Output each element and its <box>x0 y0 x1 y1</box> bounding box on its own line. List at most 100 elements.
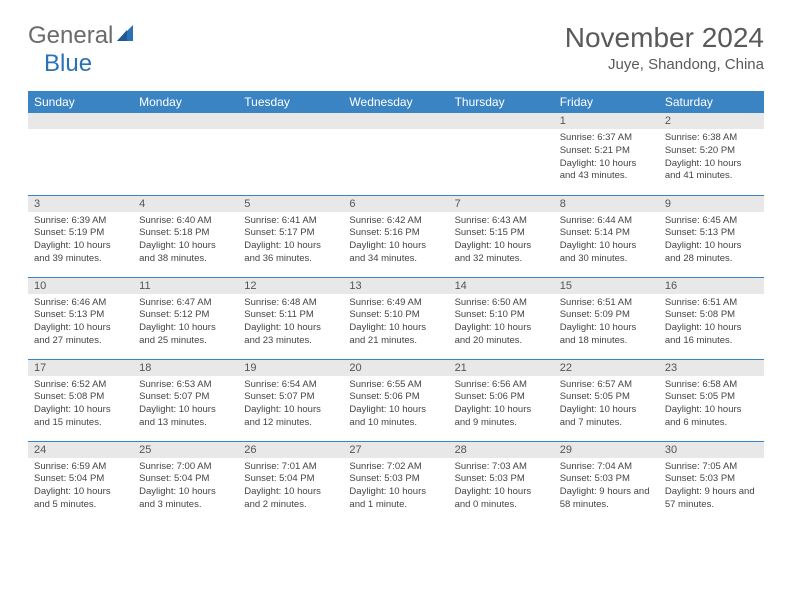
day-number: 4 <box>133 196 238 212</box>
day-number <box>449 113 554 129</box>
day-detail-text: Sunrise: 6:44 AM Sunset: 5:14 PM Dayligh… <box>554 212 659 270</box>
day-number: 18 <box>133 360 238 376</box>
day-detail-text: Sunrise: 6:59 AM Sunset: 5:04 PM Dayligh… <box>28 458 133 516</box>
location: Juye, Shandong, China <box>565 56 764 73</box>
day-number: 10 <box>28 278 133 294</box>
calendar-day-cell: 19Sunrise: 6:54 AM Sunset: 5:07 PM Dayli… <box>238 359 343 441</box>
day-detail-text: Sunrise: 6:40 AM Sunset: 5:18 PM Dayligh… <box>133 212 238 270</box>
day-detail-text: Sunrise: 7:05 AM Sunset: 5:03 PM Dayligh… <box>659 458 764 516</box>
day-number: 17 <box>28 360 133 376</box>
calendar-day-cell <box>343 113 448 195</box>
weekday-header: Sunday <box>28 91 133 113</box>
day-detail-text: Sunrise: 6:52 AM Sunset: 5:08 PM Dayligh… <box>28 376 133 434</box>
calendar-day-cell: 17Sunrise: 6:52 AM Sunset: 5:08 PM Dayli… <box>28 359 133 441</box>
day-number: 5 <box>238 196 343 212</box>
day-number: 22 <box>554 360 659 376</box>
calendar-day-cell: 21Sunrise: 6:56 AM Sunset: 5:06 PM Dayli… <box>449 359 554 441</box>
day-number: 16 <box>659 278 764 294</box>
calendar-day-cell: 16Sunrise: 6:51 AM Sunset: 5:08 PM Dayli… <box>659 277 764 359</box>
day-number: 19 <box>238 360 343 376</box>
title-block: November 2024 Juye, Shandong, China <box>565 22 764 73</box>
calendar-day-cell: 4Sunrise: 6:40 AM Sunset: 5:18 PM Daylig… <box>133 195 238 277</box>
day-detail-text: Sunrise: 7:01 AM Sunset: 5:04 PM Dayligh… <box>238 458 343 516</box>
logo: General <box>28 22 139 50</box>
calendar-week-row: 17Sunrise: 6:52 AM Sunset: 5:08 PM Dayli… <box>28 359 764 441</box>
calendar-day-cell: 28Sunrise: 7:03 AM Sunset: 5:03 PM Dayli… <box>449 441 554 523</box>
day-detail-text: Sunrise: 6:54 AM Sunset: 5:07 PM Dayligh… <box>238 376 343 434</box>
page-title: November 2024 <box>565 22 764 54</box>
day-number: 3 <box>28 196 133 212</box>
day-detail-text: Sunrise: 6:56 AM Sunset: 5:06 PM Dayligh… <box>449 376 554 434</box>
logo-text-gray: General <box>28 22 113 50</box>
day-detail-text: Sunrise: 6:48 AM Sunset: 5:11 PM Dayligh… <box>238 294 343 352</box>
calendar-week-row: 3Sunrise: 6:39 AM Sunset: 5:19 PM Daylig… <box>28 195 764 277</box>
day-number: 28 <box>449 442 554 458</box>
calendar-day-cell: 30Sunrise: 7:05 AM Sunset: 5:03 PM Dayli… <box>659 441 764 523</box>
day-number <box>238 113 343 129</box>
day-number: 30 <box>659 442 764 458</box>
weekday-header: Saturday <box>659 91 764 113</box>
day-number: 13 <box>343 278 448 294</box>
day-number: 14 <box>449 278 554 294</box>
day-detail-text: Sunrise: 6:58 AM Sunset: 5:05 PM Dayligh… <box>659 376 764 434</box>
calendar-day-cell: 22Sunrise: 6:57 AM Sunset: 5:05 PM Dayli… <box>554 359 659 441</box>
calendar-day-cell <box>28 113 133 195</box>
day-number: 7 <box>449 196 554 212</box>
day-detail-text: Sunrise: 6:42 AM Sunset: 5:16 PM Dayligh… <box>343 212 448 270</box>
calendar-day-cell: 12Sunrise: 6:48 AM Sunset: 5:11 PM Dayli… <box>238 277 343 359</box>
weekday-header: Friday <box>554 91 659 113</box>
day-number: 20 <box>343 360 448 376</box>
calendar-day-cell: 25Sunrise: 7:00 AM Sunset: 5:04 PM Dayli… <box>133 441 238 523</box>
day-number: 12 <box>238 278 343 294</box>
calendar-day-cell: 20Sunrise: 6:55 AM Sunset: 5:06 PM Dayli… <box>343 359 448 441</box>
calendar-day-cell: 26Sunrise: 7:01 AM Sunset: 5:04 PM Dayli… <box>238 441 343 523</box>
day-detail-text: Sunrise: 6:43 AM Sunset: 5:15 PM Dayligh… <box>449 212 554 270</box>
day-detail-text: Sunrise: 6:49 AM Sunset: 5:10 PM Dayligh… <box>343 294 448 352</box>
weekday-header: Tuesday <box>238 91 343 113</box>
calendar-day-cell: 24Sunrise: 6:59 AM Sunset: 5:04 PM Dayli… <box>28 441 133 523</box>
day-detail-text: Sunrise: 6:39 AM Sunset: 5:19 PM Dayligh… <box>28 212 133 270</box>
calendar-day-cell: 18Sunrise: 6:53 AM Sunset: 5:07 PM Dayli… <box>133 359 238 441</box>
calendar-day-cell: 11Sunrise: 6:47 AM Sunset: 5:12 PM Dayli… <box>133 277 238 359</box>
day-detail-text: Sunrise: 7:00 AM Sunset: 5:04 PM Dayligh… <box>133 458 238 516</box>
calendar-day-cell <box>238 113 343 195</box>
calendar-day-cell: 3Sunrise: 6:39 AM Sunset: 5:19 PM Daylig… <box>28 195 133 277</box>
day-detail-text: Sunrise: 6:51 AM Sunset: 5:08 PM Dayligh… <box>659 294 764 352</box>
day-detail-text: Sunrise: 6:55 AM Sunset: 5:06 PM Dayligh… <box>343 376 448 434</box>
day-detail-text: Sunrise: 7:04 AM Sunset: 5:03 PM Dayligh… <box>554 458 659 516</box>
day-number: 15 <box>554 278 659 294</box>
day-detail-text: Sunrise: 6:46 AM Sunset: 5:13 PM Dayligh… <box>28 294 133 352</box>
day-detail-text: Sunrise: 6:37 AM Sunset: 5:21 PM Dayligh… <box>554 129 659 187</box>
day-detail-text: Sunrise: 6:47 AM Sunset: 5:12 PM Dayligh… <box>133 294 238 352</box>
calendar-day-cell: 9Sunrise: 6:45 AM Sunset: 5:13 PM Daylig… <box>659 195 764 277</box>
day-number: 24 <box>28 442 133 458</box>
calendar-day-cell: 29Sunrise: 7:04 AM Sunset: 5:03 PM Dayli… <box>554 441 659 523</box>
day-detail-text: Sunrise: 6:57 AM Sunset: 5:05 PM Dayligh… <box>554 376 659 434</box>
day-detail-text: Sunrise: 6:38 AM Sunset: 5:20 PM Dayligh… <box>659 129 764 187</box>
weekday-header-row: Sunday Monday Tuesday Wednesday Thursday… <box>28 91 764 113</box>
day-number: 29 <box>554 442 659 458</box>
calendar-day-cell: 10Sunrise: 6:46 AM Sunset: 5:13 PM Dayli… <box>28 277 133 359</box>
calendar-day-cell: 13Sunrise: 6:49 AM Sunset: 5:10 PM Dayli… <box>343 277 448 359</box>
day-number: 2 <box>659 113 764 129</box>
weekday-header: Wednesday <box>343 91 448 113</box>
logo-text-blue: Blue <box>44 50 92 78</box>
calendar-day-cell: 6Sunrise: 6:42 AM Sunset: 5:16 PM Daylig… <box>343 195 448 277</box>
calendar-table: Sunday Monday Tuesday Wednesday Thursday… <box>28 91 764 523</box>
day-number <box>28 113 133 129</box>
calendar-day-cell: 15Sunrise: 6:51 AM Sunset: 5:09 PM Dayli… <box>554 277 659 359</box>
calendar-week-row: 1Sunrise: 6:37 AM Sunset: 5:21 PM Daylig… <box>28 113 764 195</box>
header: General November 2024 Juye, Shandong, Ch… <box>28 22 764 73</box>
calendar-day-cell: 23Sunrise: 6:58 AM Sunset: 5:05 PM Dayli… <box>659 359 764 441</box>
day-number: 26 <box>238 442 343 458</box>
day-number <box>133 113 238 129</box>
day-detail-text: Sunrise: 6:41 AM Sunset: 5:17 PM Dayligh… <box>238 212 343 270</box>
day-number: 27 <box>343 442 448 458</box>
day-number: 23 <box>659 360 764 376</box>
day-number: 1 <box>554 113 659 129</box>
weekday-header: Monday <box>133 91 238 113</box>
day-number: 21 <box>449 360 554 376</box>
calendar-day-cell: 27Sunrise: 7:02 AM Sunset: 5:03 PM Dayli… <box>343 441 448 523</box>
day-detail-text: Sunrise: 7:03 AM Sunset: 5:03 PM Dayligh… <box>449 458 554 516</box>
day-detail-text: Sunrise: 6:45 AM Sunset: 5:13 PM Dayligh… <box>659 212 764 270</box>
